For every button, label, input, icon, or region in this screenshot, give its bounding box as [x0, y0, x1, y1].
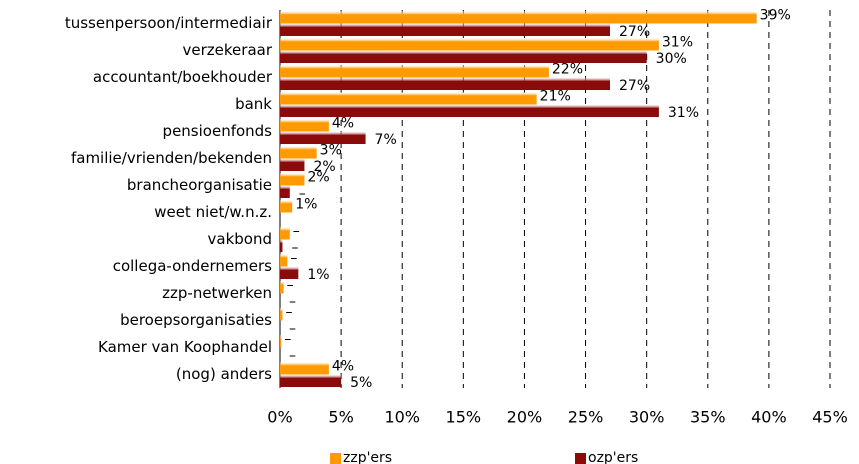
bar [280, 77, 610, 90]
data-label: 5% [350, 375, 372, 391]
data-label: 31% [668, 105, 699, 121]
data-label: 7% [375, 132, 397, 148]
bar [280, 227, 290, 240]
data-label: 4% [332, 115, 354, 131]
legend-swatch [330, 453, 341, 464]
data-label: – [291, 240, 298, 256]
y-tick-label: collega-ondernemers [113, 257, 272, 275]
data-label: 4% [332, 358, 354, 374]
y-tick-label: weet niet/w.n.z. [154, 203, 272, 221]
x-tick-label: 30% [629, 408, 665, 427]
data-label: 39% [760, 7, 791, 23]
y-tick-label: bank [235, 95, 272, 113]
data-label: 22% [552, 61, 583, 77]
bar [280, 50, 647, 63]
data-label: 30% [656, 51, 687, 67]
bar [280, 200, 293, 213]
y-tick-label: pensioenfonds [163, 122, 273, 140]
bar [280, 38, 659, 51]
data-label: 31% [662, 34, 693, 50]
bar [280, 119, 329, 132]
y-tick-label: accountant/boekhouder [93, 68, 273, 86]
data-label: 2% [313, 159, 335, 175]
data-label: 21% [540, 88, 571, 104]
x-tick-label: 10% [384, 408, 420, 427]
legend-swatch [575, 453, 586, 464]
bar [280, 362, 329, 375]
bar [280, 335, 282, 348]
y-tick-label: familie/vrienden/bekenden [71, 149, 272, 167]
legend-label: zzp'ers [343, 450, 392, 464]
legend-label: ozp'ers [588, 450, 638, 464]
x-tick-label: 40% [751, 408, 787, 427]
y-tick-label: zzp-netwerken [162, 284, 272, 302]
data-label: – [293, 223, 300, 239]
bar [280, 65, 549, 78]
bar [280, 131, 366, 144]
bar [280, 92, 537, 105]
x-tick-label: 20% [507, 408, 543, 427]
bar [280, 104, 659, 117]
x-tick-label: 45% [812, 408, 848, 427]
data-label: 1% [307, 267, 329, 283]
bar [280, 308, 283, 321]
data-label: – [289, 348, 296, 364]
bar [280, 254, 288, 267]
bar [280, 11, 757, 24]
bar [280, 173, 305, 186]
y-tick-label: verzekeraar [183, 41, 273, 59]
data-label: 2% [307, 169, 329, 185]
y-tick-label: vakbond [208, 230, 272, 248]
x-tick-label: 25% [568, 408, 604, 427]
bar [280, 281, 284, 294]
bar [280, 266, 299, 279]
data-label: – [287, 277, 294, 293]
data-label: – [289, 294, 296, 310]
bar [280, 374, 342, 387]
x-tick-label: 35% [690, 408, 726, 427]
data-label: – [289, 321, 296, 337]
bar [280, 239, 283, 252]
data-label: 27% [619, 78, 650, 94]
data-label: 27% [619, 24, 650, 40]
bar [280, 158, 305, 171]
y-tick-label: beroepsorganisaties [120, 311, 272, 329]
y-tick-label: Kamer van Koophandel [98, 338, 272, 356]
y-tick-label: tussenpersoon/intermediair [65, 14, 273, 32]
bar [280, 23, 610, 36]
data-label: 1% [295, 196, 317, 212]
bar [280, 146, 317, 159]
data-label: – [285, 304, 292, 320]
data-label: 3% [320, 142, 342, 158]
y-tick-label: (nog) anders [176, 365, 272, 383]
y-tick-label: brancheorganisatie [127, 176, 272, 194]
x-tick-label: 5% [328, 408, 353, 427]
data-label: – [299, 186, 306, 202]
data-label: – [284, 331, 291, 347]
x-tick-label: 15% [446, 408, 482, 427]
data-label: – [290, 250, 297, 266]
bar [280, 185, 290, 198]
x-tick-label: 0% [267, 408, 292, 427]
